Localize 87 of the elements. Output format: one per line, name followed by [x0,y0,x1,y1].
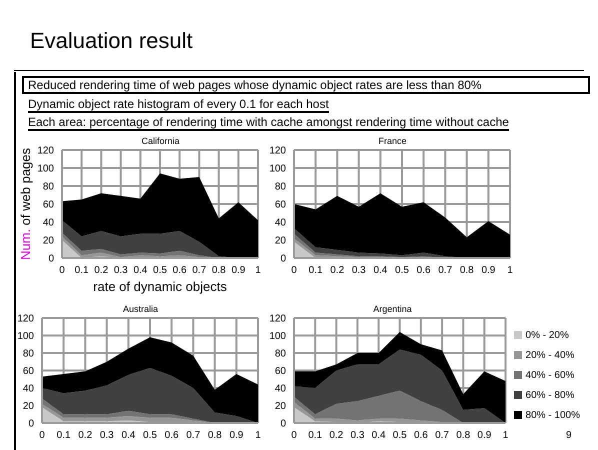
x-tick-label: 0.2 [78,430,93,442]
x-tick-label: 0.4 [373,265,388,276]
text: Each area: percentage of rendering time with cache amongst rendering time without cache [28,115,509,131]
x-tick-label: 0.2 [330,265,345,276]
x-tick-label: 0.6 [172,265,187,276]
y-tick-label: 40 [274,384,286,395]
x-tick-label: 0.8 [456,430,471,442]
y-tick-label: 0 [280,254,286,265]
x-tick-label: 0.1 [308,430,323,442]
y-tick-label: 100 [37,164,54,175]
y-tick-label: 60 [42,200,54,211]
chart-title: Argentina [372,304,413,314]
y-tick-label: 60 [274,366,286,378]
y-tick-label: 20 [22,401,34,412]
x-tick-label: 0.5 [153,265,168,276]
x-tick-label: 0 [291,430,298,442]
x-tick-label: 0.7 [435,430,450,442]
y-tick-label: 120 [17,314,34,325]
legend-label: 40% - 60% [526,370,574,380]
x-tick-label: 0.6 [414,430,428,442]
x-tick-label: 0.8 [208,430,222,442]
legend-label: 60% - 80% [526,390,574,400]
legend-label: 0% - 20% [526,330,569,340]
x-tick-label: 0.3 [100,430,114,442]
x-tick-label: 0.7 [192,265,207,276]
x-tick-label: 0.7 [438,265,453,276]
chart-title: Australia [122,304,159,314]
y-tick-label: 100 [17,331,34,342]
x-tick-label: 1 [507,265,514,276]
x-tick-label: 1 [255,430,262,442]
text: Dynamic object rate histogram of every 0.1 for each host [28,97,329,113]
y-tick-label: 20 [42,236,54,247]
y-tick-label: 0 [48,254,54,265]
text: 9 [566,430,572,441]
x-tick-label: 0.1 [74,265,89,276]
y-tick-label: 40 [42,218,54,229]
y-tick-label: 100 [269,331,286,342]
y-tick-label: 0 [280,418,286,430]
x-tick-label: 0.2 [329,430,344,442]
y-tick-label: 40 [22,384,34,395]
y-tick-label: 20 [274,236,286,247]
legend-label: 20% - 40% [526,350,574,360]
x-tick-label: 0.6 [164,430,179,442]
y-tick-label: 100 [269,164,286,175]
y-tick-label: 60 [22,366,34,378]
chart-title: California [140,136,181,146]
x-tick-label: 0.4 [372,430,386,442]
y-tick-label: 80 [42,182,54,193]
text: Evaluation result [30,28,193,54]
y-tick-label: 120 [269,146,286,157]
text: Reduced rendering time of web pages whose dynamic object rates are less than 80% [22,76,590,94]
x-tick-label: 0.8 [460,265,474,276]
x-tick-label: 0.2 [94,265,109,276]
x-tick-label: 0.7 [186,430,201,442]
y-tick-label: 80 [22,348,34,360]
x-tick-label: 0.3 [114,265,128,276]
x-tick-label: 0.1 [56,430,71,442]
x-tick-label: 0.3 [352,265,366,276]
y-tick-label: 60 [274,200,286,211]
x-tick-label: 0.8 [212,265,226,276]
x-tick-label: 0.4 [133,265,148,276]
x-tick-label: 0.3 [350,430,365,442]
x-tick-label: 0.4 [121,430,136,442]
x-tick-label: 0.9 [229,430,244,442]
x-tick-label: 0.9 [477,430,492,442]
y-tick-label: 80 [274,348,286,360]
y-tick-label: 120 [37,146,54,157]
legend-label: 80% - 100% [526,410,580,420]
y-tick-label: 40 [274,218,286,229]
y-tick-label: 80 [274,182,286,193]
x-tick-label: 1 [502,430,509,442]
x-tick-label: 0.9 [481,265,496,276]
x-tick-label: 0.6 [416,265,431,276]
x-tick-label: 1 [255,265,262,276]
x-tick-label: 0.9 [231,265,246,276]
y-tick-label: 120 [269,314,286,325]
y-tick-label: 0 [28,418,34,430]
x-tick-label: 0 [291,265,298,276]
x-tick-label: 0 [59,265,66,276]
x-axis-title: rate of dynamic objects [93,279,228,294]
y-axis-title: Num. of web pages [18,148,33,260]
x-tick-label: 0.5 [392,430,408,442]
y-tick-label: 20 [274,401,286,412]
x-tick-label: 0.5 [143,430,158,442]
chart-title: France [377,136,408,146]
x-tick-label: 0.1 [308,265,323,276]
x-tick-label: 0.5 [395,265,410,276]
